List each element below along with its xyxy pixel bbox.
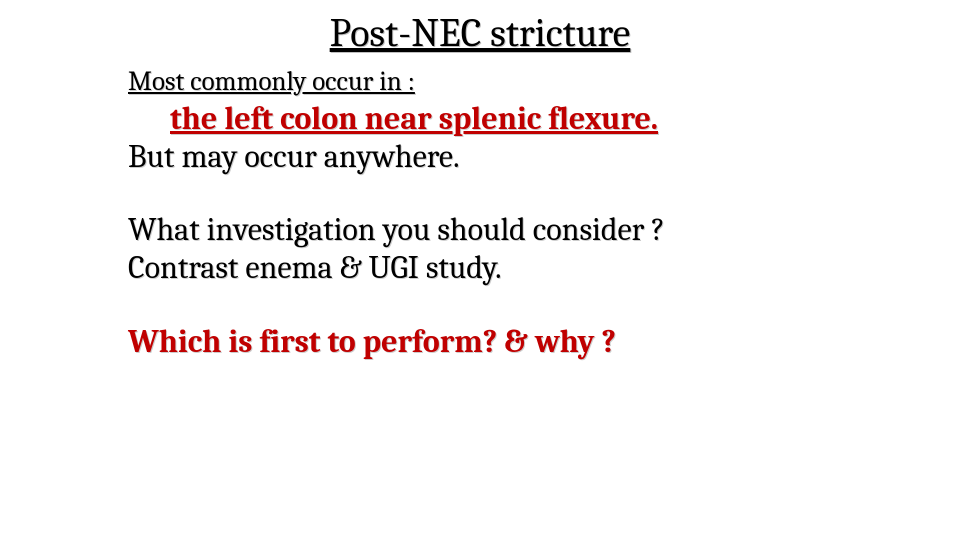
closing-question: Which is first to perform? & why ?: [128, 323, 920, 361]
investigation-question: What investigation you should consider ?: [128, 211, 920, 249]
spacer-1: [128, 175, 920, 211]
slide-title: Post-NEC stricture: [0, 10, 960, 56]
intro-line: Most commonly occur in :: [128, 66, 920, 98]
slide: Post-NEC stricture Most commonly occur i…: [0, 0, 960, 540]
location-line: the left colon near splenic flexure.: [128, 100, 920, 138]
investigation-answer: Contrast enema & UGI study.: [128, 249, 920, 287]
anywhere-line: But may occur anywhere.: [128, 138, 920, 176]
slide-content: Most commonly occur in : the left colon …: [128, 66, 920, 361]
spacer-2: [128, 287, 920, 323]
